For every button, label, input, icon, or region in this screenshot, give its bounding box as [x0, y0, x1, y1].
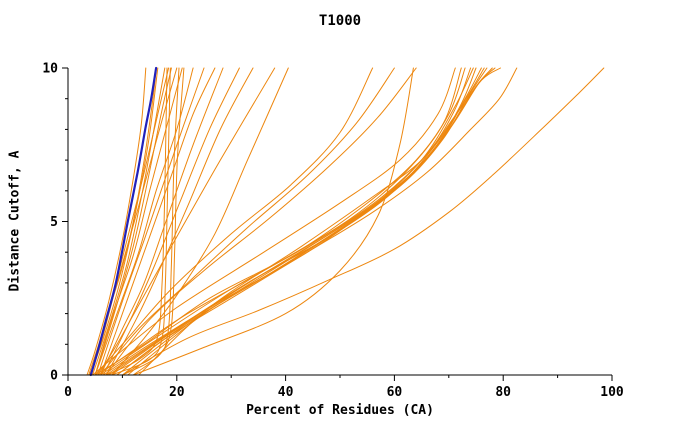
model-curve — [127, 67, 496, 376]
x-tick-label: 0 — [64, 385, 72, 400]
x-axis-label: Percent of Residues (CA) — [246, 403, 434, 418]
y-tick-label: 5 — [50, 215, 58, 230]
model-curve — [86, 67, 147, 376]
model-curve — [97, 67, 276, 376]
model-curve — [100, 67, 224, 376]
x-tick-label: 60 — [387, 385, 403, 400]
model-curve — [105, 67, 417, 376]
x-tick-label: 100 — [600, 385, 624, 400]
model-curve — [138, 67, 501, 376]
model-curve — [132, 67, 414, 376]
model-curve — [92, 67, 166, 376]
model-curve — [92, 67, 456, 376]
model-curve — [94, 67, 194, 376]
y-tick-label: 0 — [50, 369, 58, 384]
chart-title: T1000 — [318, 13, 362, 29]
model-curve — [97, 67, 205, 376]
model-curve — [102, 67, 474, 376]
model-curve — [105, 67, 168, 376]
model-curve — [94, 67, 172, 376]
reference-curve — [89, 66, 158, 377]
model-curve — [94, 67, 374, 376]
model-curve — [97, 67, 462, 376]
model-curve — [108, 67, 485, 376]
model-curve — [105, 67, 254, 376]
model-curve — [100, 67, 472, 376]
axes — [62, 67, 613, 381]
x-tick-label: 80 — [495, 385, 511, 400]
model-curve — [121, 67, 605, 376]
x-tick-label: 40 — [278, 385, 294, 400]
model-curve — [100, 67, 216, 376]
model-curve — [94, 67, 183, 376]
model-curve — [116, 67, 518, 376]
y-tick-label: 10 — [42, 62, 58, 77]
model-curve — [100, 67, 395, 376]
model-curve — [111, 67, 171, 376]
x-tick-label: 20 — [169, 385, 185, 400]
model-curve — [111, 67, 289, 376]
y-axis-label: Distance Cutoff, A — [7, 150, 23, 292]
model-curve — [89, 67, 159, 376]
